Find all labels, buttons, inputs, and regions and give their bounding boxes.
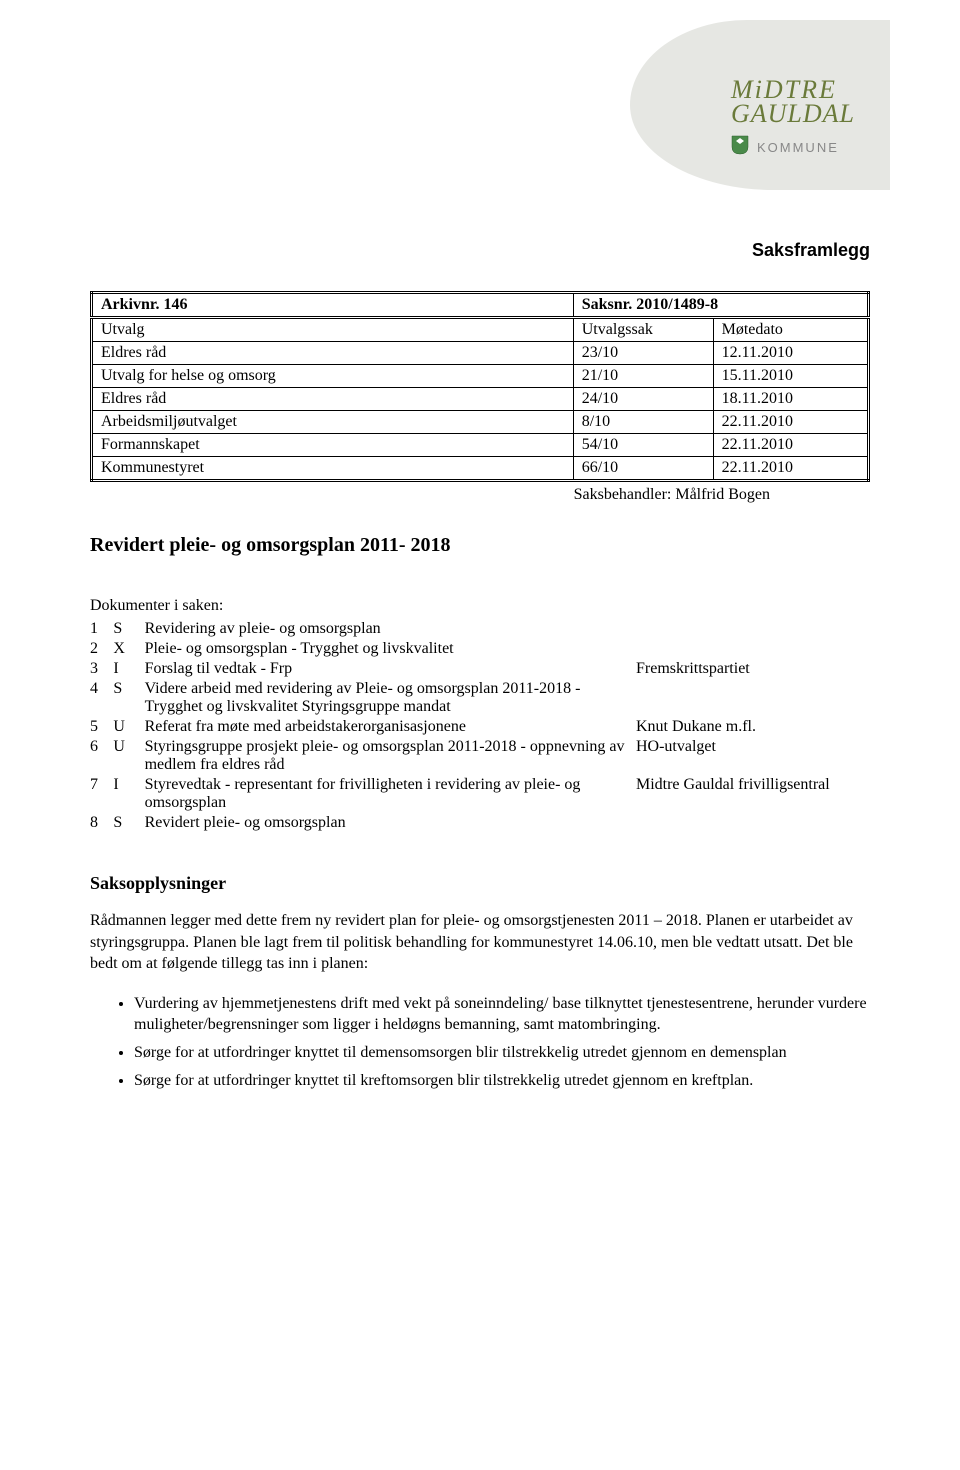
plan-title: Revidert pleie- og omsorgsplan 2011- 201… [90, 534, 870, 557]
logo-area: MiDTRE GAULDAL KOMMUNE [610, 20, 890, 200]
doc-num: 5 [90, 717, 113, 737]
bullet-item: Sørge for at utfordringer knyttet til de… [134, 1042, 870, 1064]
doc-row: 7 I Styrevedtak - representant for frivi… [90, 775, 870, 813]
saksopplysninger-heading: Saksopplysninger [90, 873, 870, 894]
meta-row-a: Eldres råd [92, 342, 574, 365]
col-header-utvalgssak: Utvalgssak [573, 318, 713, 342]
logo-text-block: MiDTRE GAULDAL KOMMUNE [731, 75, 855, 160]
doc-right [636, 639, 870, 659]
doc-desc: Revidert pleie- og omsorgsplan [145, 813, 636, 833]
doc-code: I [113, 775, 144, 813]
arkivnr-cell: Arkivnr. 146 [92, 293, 574, 318]
meta-row-a: Arbeidsmiljøutvalget [92, 411, 574, 434]
meta-row-b: 54/10 [573, 434, 713, 457]
doc-right [636, 813, 870, 833]
meta-table: Arkivnr. 146 Saksnr. 2010/1489-8 Utvalg … [90, 291, 870, 482]
col-header-motedato: Møtedato [713, 318, 868, 342]
logo-line-2: GAULDAL [731, 99, 855, 129]
meta-row-b: 66/10 [573, 457, 713, 481]
doc-row: 6 U Styringsgruppe prosjekt pleie- og om… [90, 737, 870, 775]
saksnr-cell: Saksnr. 2010/1489-8 [573, 293, 868, 318]
documents-table: 1 S Revidering av pleie- og omsorgsplan … [90, 619, 870, 833]
doc-right [636, 619, 870, 639]
meta-row-a: Kommunestyret [92, 457, 574, 481]
doc-desc: Referat fra møte med arbeidstakerorganis… [145, 717, 636, 737]
doc-code: S [113, 813, 144, 833]
meta-row-c: 22.11.2010 [713, 411, 868, 434]
doc-desc: Pleie- og omsorgsplan - Trygghet og livs… [145, 639, 636, 659]
doc-right: Knut Dukane m.fl. [636, 717, 870, 737]
doc-num: 6 [90, 737, 113, 775]
doc-row: 5 U Referat fra møte med arbeidstakerorg… [90, 717, 870, 737]
doc-num: 7 [90, 775, 113, 813]
doc-right: Midtre Gauldal frivilligsentral [636, 775, 870, 813]
meta-row-a: Formannskapet [92, 434, 574, 457]
doc-row: 2 X Pleie- og omsorgsplan - Trygghet og … [90, 639, 870, 659]
meta-row-c: 18.11.2010 [713, 388, 868, 411]
meta-row-c: 15.11.2010 [713, 365, 868, 388]
doc-code: I [113, 659, 144, 679]
col-header-utvalg: Utvalg [92, 318, 574, 342]
bullet-item: Vurdering av hjemmetjenestens drift med … [134, 993, 870, 1036]
doc-desc: Forslag til vedtak - Frp [145, 659, 636, 679]
doc-row: 3 I Forslag til vedtak - Frp Fremskritts… [90, 659, 870, 679]
meta-row-b: 21/10 [573, 365, 713, 388]
doc-num: 2 [90, 639, 113, 659]
doc-code: X [113, 639, 144, 659]
bullet-list: Vurdering av hjemmetjenestens drift med … [90, 993, 870, 1091]
doc-code: U [113, 717, 144, 737]
logo-kommune-row: KOMMUNE [731, 135, 855, 160]
logo-kommune-label: KOMMUNE [757, 140, 839, 155]
doc-row: 1 S Revidering av pleie- og omsorgsplan [90, 619, 870, 639]
doc-num: 4 [90, 679, 113, 717]
doc-code: S [113, 619, 144, 639]
doc-right: Fremskrittspartiet [636, 659, 870, 679]
documents-label: Dokumenter i saken: [90, 597, 870, 615]
doc-num: 8 [90, 813, 113, 833]
meta-row-b: 24/10 [573, 388, 713, 411]
document-page: MiDTRE GAULDAL KOMMUNE Saksframlegg Arki… [0, 0, 960, 1157]
meta-row-c: 22.11.2010 [713, 457, 868, 481]
meta-row-b: 23/10 [573, 342, 713, 365]
bullet-item: Sørge for at utfordringer knyttet til kr… [134, 1070, 870, 1092]
saksopplysninger-body: Rådmannen legger med dette frem ny revid… [90, 910, 870, 975]
meta-row-c: 12.11.2010 [713, 342, 868, 365]
doc-desc: Styrevedtak - representant for frivillig… [145, 775, 636, 813]
meta-row-b: 8/10 [573, 411, 713, 434]
doc-row: 4 S Videre arbeid med revidering av Plei… [90, 679, 870, 717]
doc-right [636, 679, 870, 717]
doc-code: U [113, 737, 144, 775]
meta-row-c: 22.11.2010 [713, 434, 868, 457]
meta-row-a: Eldres råd [92, 388, 574, 411]
doc-desc: Styringsgruppe prosjekt pleie- og omsorg… [145, 737, 636, 775]
doc-num: 3 [90, 659, 113, 679]
doc-code: S [113, 679, 144, 717]
doc-row: 8 S Revidert pleie- og omsorgsplan [90, 813, 870, 833]
doc-num: 1 [90, 619, 113, 639]
doc-desc: Videre arbeid med revidering av Pleie- o… [145, 679, 636, 717]
doc-right: HO-utvalget [636, 737, 870, 775]
document-title: Saksframlegg [90, 240, 870, 261]
shield-icon [731, 135, 749, 160]
doc-desc: Revidering av pleie- og omsorgsplan [145, 619, 636, 639]
saksbehandler-line: Saksbehandler: Målfrid Bogen [90, 486, 870, 504]
meta-row-a: Utvalg for helse og omsorg [92, 365, 574, 388]
